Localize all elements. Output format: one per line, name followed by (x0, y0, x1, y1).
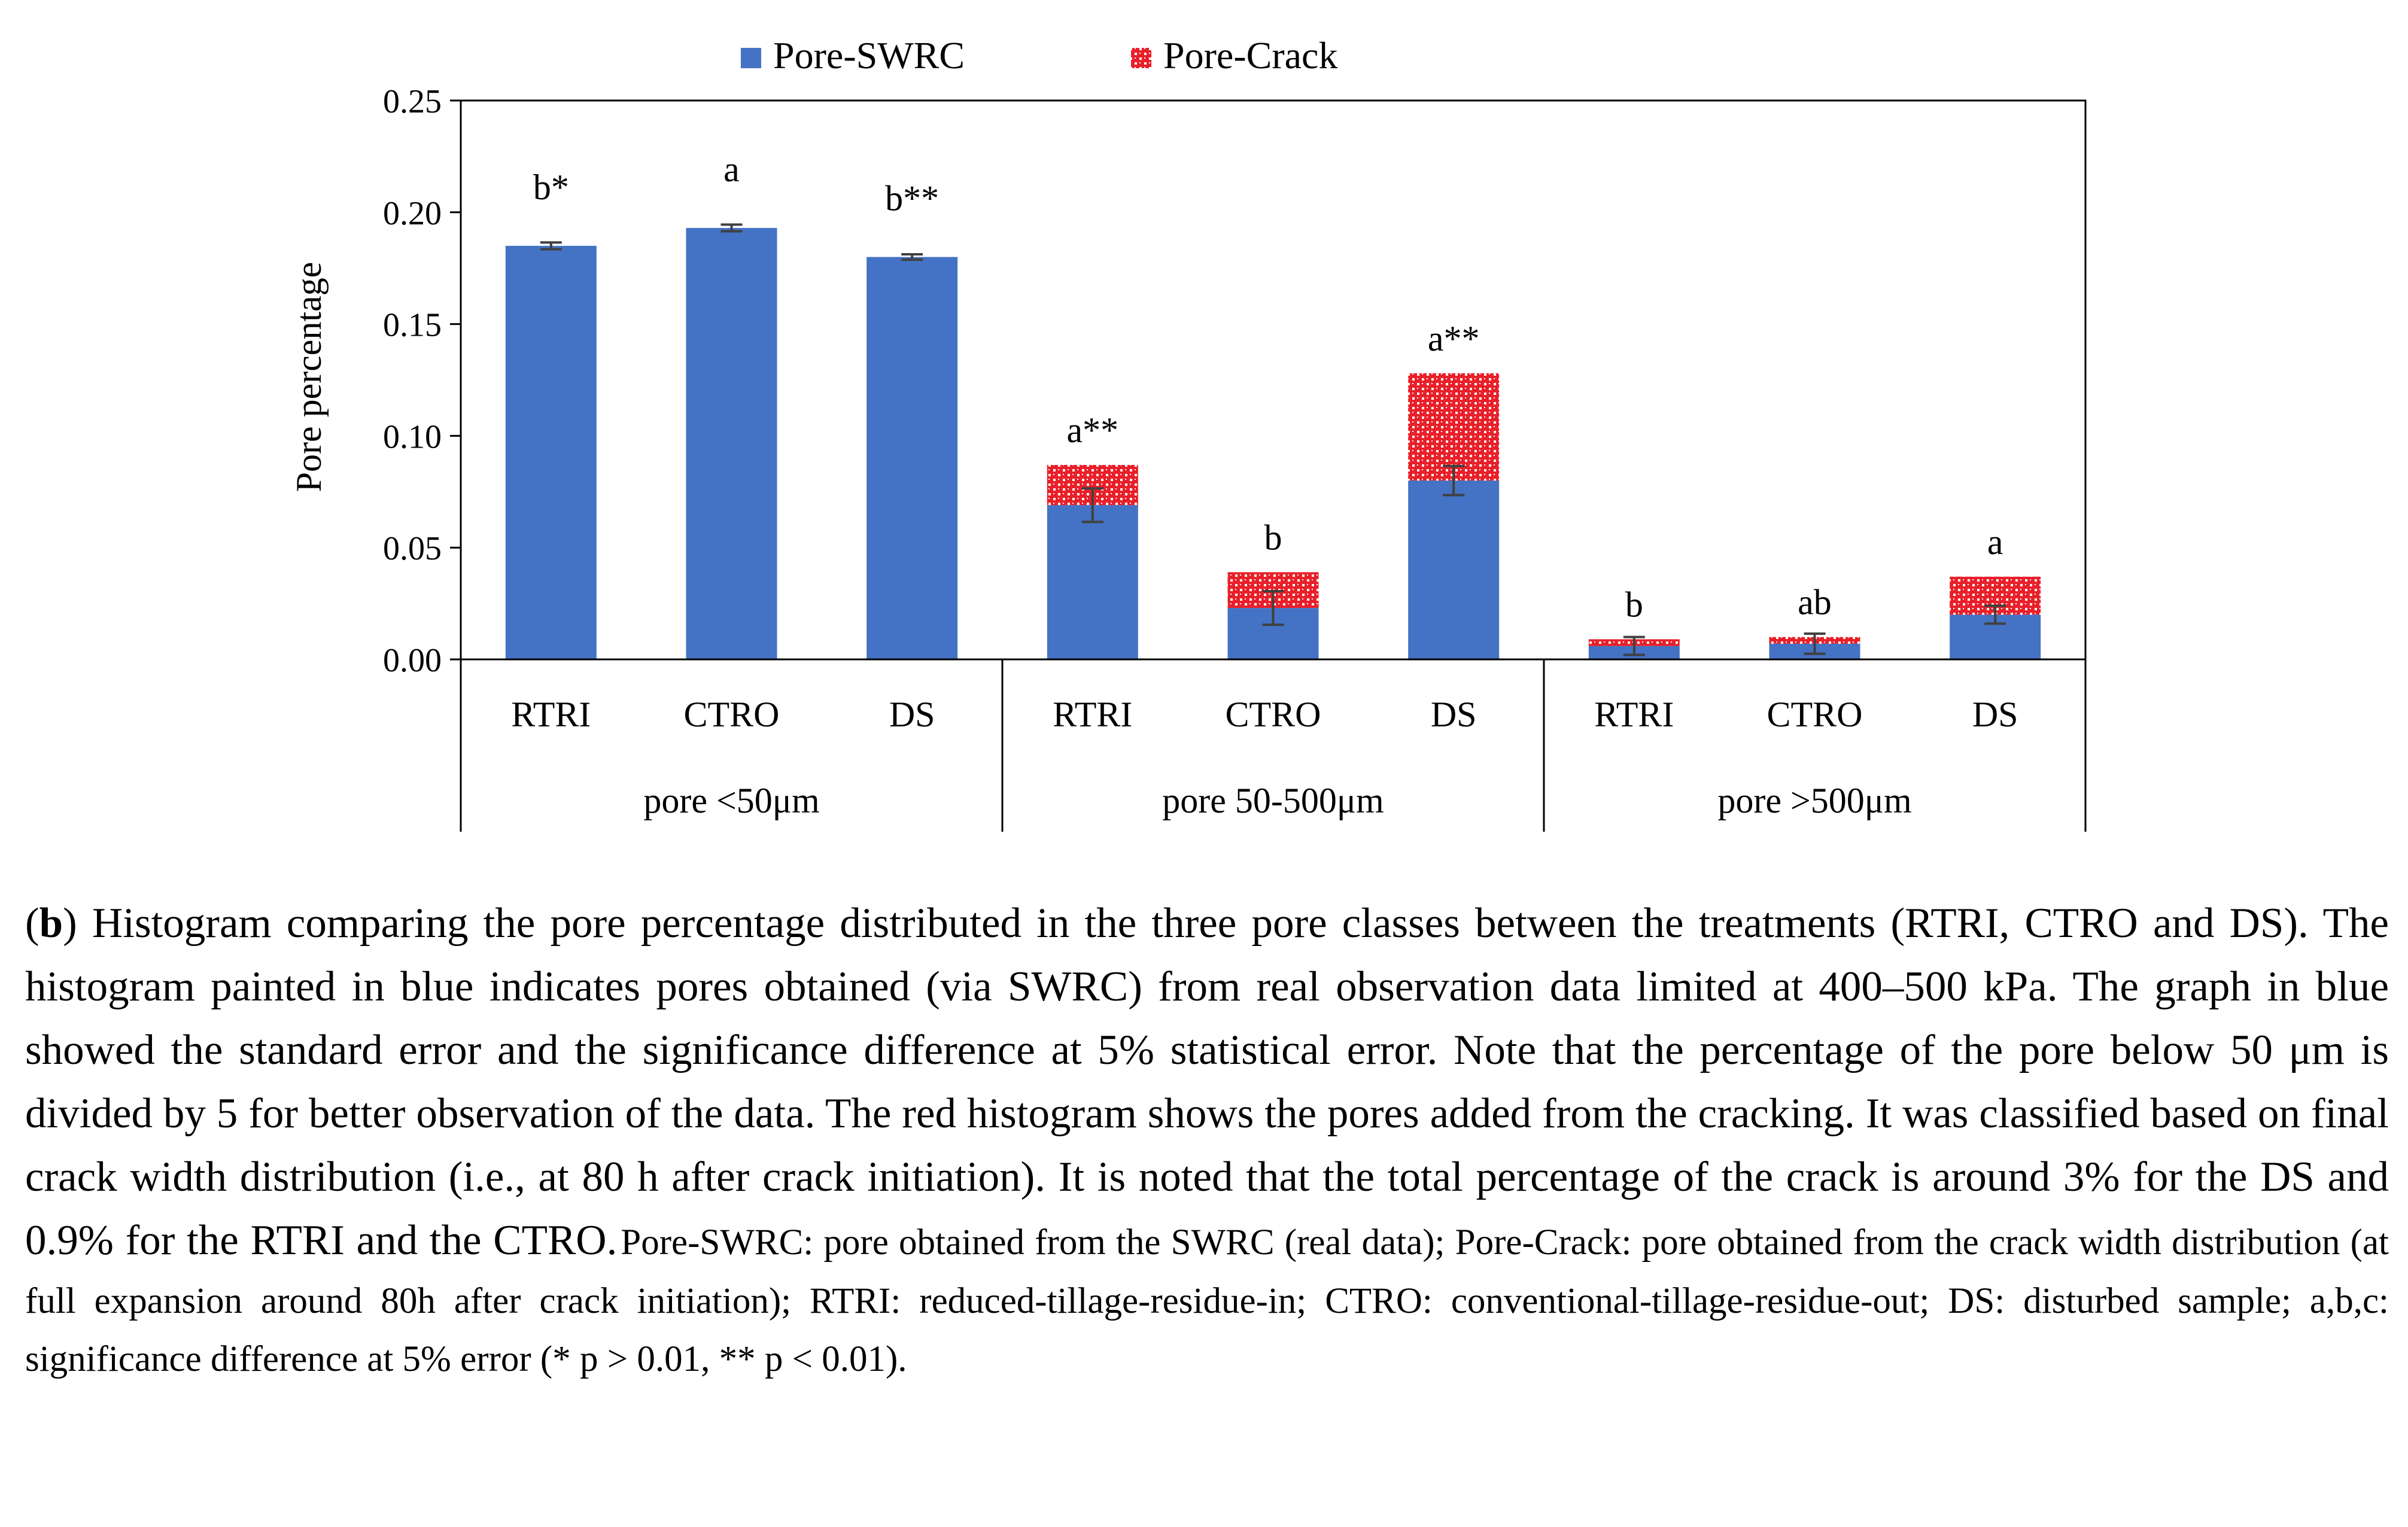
bar-pore-swrc (1047, 505, 1138, 659)
significance-label: b (1264, 518, 1282, 557)
significance-label: ab (1798, 583, 1832, 622)
x-tick-label: CTRO (1767, 695, 1862, 734)
significance-label: a (1987, 522, 2003, 562)
figure-caption: (b) Histogram comparing the pore percent… (25, 900, 2389, 1379)
x-tick-label: RTRI (1053, 695, 1132, 734)
x-tick-label: CTRO (1225, 695, 1321, 734)
significance-labels: b* a b** a** b a** b ab a (533, 150, 2003, 624)
plot-border (460, 99, 2087, 661)
bar-pore-crack (1408, 373, 1500, 481)
x-tick-label: RTRI (511, 695, 591, 734)
legend: Pore-SWRC Pore-Crack (741, 34, 1337, 77)
caption-panel-letter: b (39, 900, 63, 947)
group-label: pore <50μm (643, 781, 819, 820)
error-bars (540, 223, 2006, 656)
y-tick-label: 0.05 (383, 530, 442, 567)
y-tick-label: 0.00 (383, 642, 442, 679)
legend-label-pore-crack: Pore-Crack (1163, 34, 1337, 77)
bar-pore-swrc (1408, 480, 1500, 659)
bar-pore-swrc (505, 245, 597, 660)
legend-swatch-pore-swrc (741, 48, 761, 68)
significance-label: a** (1428, 319, 1480, 358)
significance-label: b* (533, 168, 569, 207)
y-axis-title: Pore percentage (289, 262, 329, 492)
x-tick-label: RTRI (1594, 695, 1674, 734)
x-tick-label: CTRO (683, 695, 779, 734)
bar-pore-swrc (686, 227, 777, 659)
significance-label: a (723, 150, 740, 189)
stacked-bar-chart: Pore-SWRC Pore-Crack Pore percentage 0.0… (289, 34, 2087, 832)
caption-abbreviations: Pore-SWRC: pore obtained from the SWRC (… (25, 1222, 2389, 1379)
y-tick-label: 0.10 (383, 418, 442, 455)
caption-main-text: ) Histogram comparing the pore percentag… (25, 900, 2389, 1264)
x-tick-label: DS (1431, 695, 1477, 734)
significance-label: a** (1067, 410, 1119, 450)
category-labels: RTRI CTRO DS RTRI CTRO DS RTRI CTRO DS (511, 695, 2018, 734)
legend-swatch-pore-crack (1131, 48, 1151, 68)
bar-pore-swrc (866, 257, 958, 659)
y-axis-ticks: 0.00 0.05 0.10 0.15 0.20 0.25 (383, 83, 461, 679)
significance-label: b** (885, 179, 939, 218)
group-labels: pore <50μm pore 50-500μm pore >500μm (643, 781, 1911, 820)
x-tick-label: DS (889, 695, 935, 734)
bars (505, 227, 2041, 660)
legend-label-pore-swrc: Pore-SWRC (773, 34, 965, 77)
group-label: pore 50-500μm (1162, 781, 1384, 820)
y-tick-label: 0.25 (383, 83, 442, 120)
y-tick-label: 0.15 (383, 307, 442, 344)
group-label: pore >500μm (1717, 781, 1911, 820)
significance-label: b (1625, 585, 1643, 624)
x-tick-label: DS (1972, 695, 2018, 734)
plot-frame (460, 99, 2087, 832)
y-tick-label: 0.20 (383, 195, 442, 232)
